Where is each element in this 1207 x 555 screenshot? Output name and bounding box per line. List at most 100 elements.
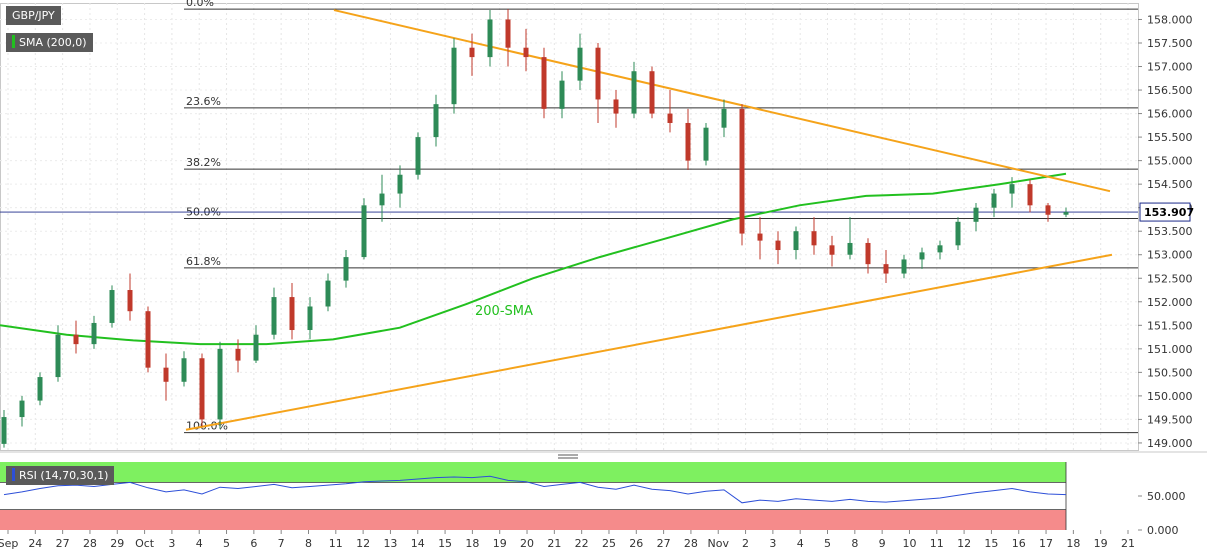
resistance-trend-line (333, 9, 1111, 193)
last-price-text: 153.907 (1144, 206, 1194, 219)
candle-body (73, 334, 79, 345)
date-tick-label: 7 (278, 537, 285, 550)
candle-body (163, 367, 169, 382)
price-tick-label: 153.000 (1147, 249, 1193, 262)
date-tick-label: 5 (223, 537, 230, 550)
candle-body (847, 242, 853, 255)
date-tick-label: 6 (250, 537, 257, 550)
candle-body (811, 231, 817, 246)
fib-level-label: 23.6% (186, 95, 221, 108)
date-tick-label: 27 (657, 537, 671, 550)
candle-body (109, 290, 115, 323)
instrument-text: GBP/JPY (12, 9, 55, 22)
sma-200-line (0, 172, 1067, 346)
date-tick-label: 20 (520, 537, 534, 550)
rsi-oversold-zone (0, 509, 1066, 530)
date-tick-label: Oct (135, 537, 155, 550)
rsi-indicator-label[interactable]: RSI (14,70,30,1) (6, 466, 115, 485)
date-tick-label: 21 (547, 537, 561, 550)
date-tick-label: 18 (1066, 537, 1080, 550)
candle-body (145, 311, 151, 368)
price-tick-label: 156.500 (1147, 84, 1193, 97)
price-tick-label: 150.500 (1147, 366, 1193, 379)
rsi-line (3, 475, 1067, 504)
price-tick-label: 158.000 (1147, 13, 1193, 26)
candle-body (397, 174, 403, 194)
date-tick-label: 10 (902, 537, 916, 550)
date-tick-label: 9 (879, 537, 886, 550)
price-tick-label: 150.000 (1147, 390, 1193, 403)
price-tick-label: 157.000 (1147, 61, 1193, 74)
date-tick-label: 4 (797, 537, 804, 550)
candle-body (595, 47, 601, 100)
price-tick-label: 154.500 (1147, 178, 1193, 191)
candle-body (991, 193, 997, 208)
date-tick-label: 2 (742, 537, 749, 550)
date-tick-label: 19 (1094, 537, 1108, 550)
candle-body (361, 205, 367, 258)
candle-body (919, 252, 925, 260)
candle-body (721, 108, 727, 128)
candle-body (955, 221, 961, 246)
candle-body (613, 99, 619, 114)
sma-annotation: 200-SMA (475, 304, 533, 319)
candle-body (289, 297, 295, 331)
candle-body (1009, 184, 1015, 194)
price-tick-label: 156.000 (1147, 108, 1193, 121)
date-tick-label: 28 (684, 537, 698, 550)
price-tick-label: 149.500 (1147, 413, 1193, 426)
date-axis: Sep 24 27 28 29 Oct 3 4 5 6 7 8 11 12 13 14 15 18 19 20 21 22… (0, 530, 1135, 550)
rsi-tick-label: 0.000 (1147, 524, 1179, 537)
candle-body (523, 47, 529, 58)
panel-resize-handle[interactable] (558, 454, 578, 459)
last-price-tag (1139, 202, 1191, 222)
candle-body (559, 80, 565, 109)
candle-body (91, 322, 97, 345)
candle-body (379, 193, 385, 206)
sma-indicator-label[interactable]: SMA (200,0) (6, 33, 93, 52)
candle-body (1045, 205, 1051, 215)
candle-body (199, 358, 205, 420)
date-tick-label: 18 (465, 537, 479, 550)
candle-body (739, 108, 745, 234)
date-tick-label: 24 (28, 537, 42, 550)
fib-level-label: 0.0% (186, 0, 214, 9)
candle-body (307, 306, 313, 331)
candle-body (973, 207, 979, 222)
candle-body (1, 417, 7, 444)
date-tick-label: Nov (708, 537, 730, 550)
candles (1, 9, 1069, 448)
date-tick-label: 22 (575, 537, 589, 550)
candle-body (433, 104, 439, 138)
rsi-color-swatch (12, 468, 15, 481)
candle-body (55, 334, 61, 378)
sma-indicator-text: SMA (200,0) (19, 36, 87, 49)
date-tick-label: 11 (329, 537, 343, 550)
price-grid (0, 3, 1207, 453)
candle-body (505, 19, 511, 48)
candle-body (883, 264, 889, 274)
date-tick-label: 19 (493, 537, 507, 550)
date-tick-label: 28 (83, 537, 97, 550)
price-tick-label: 157.500 (1147, 37, 1193, 50)
candle-body (415, 137, 421, 175)
price-tick-label: 151.000 (1147, 343, 1193, 356)
date-tick-label: 5 (824, 537, 831, 550)
candle-body (253, 334, 259, 361)
candle-body (541, 57, 547, 109)
candle-body (901, 259, 907, 274)
date-tick-label: 8 (851, 537, 858, 550)
date-tick-label: 3 (168, 537, 175, 550)
fib-level-label: 61.8% (186, 255, 221, 268)
price-tick-label: 152.000 (1147, 296, 1193, 309)
price-axis: 158.000 157.500 157.000 156.500 156.000 155.5… (1138, 13, 1193, 450)
date-tick-label: 25 (602, 537, 616, 550)
support-trend-line (185, 253, 1113, 431)
candle-body (757, 233, 763, 241)
candle-body (19, 400, 25, 418)
candle-body (469, 47, 475, 58)
date-tick-label: 15 (984, 537, 998, 550)
instrument-label[interactable]: GBP/JPY (6, 6, 61, 25)
date-tick-label: Sep (0, 537, 18, 550)
date-tick-label: 3 (769, 537, 776, 550)
